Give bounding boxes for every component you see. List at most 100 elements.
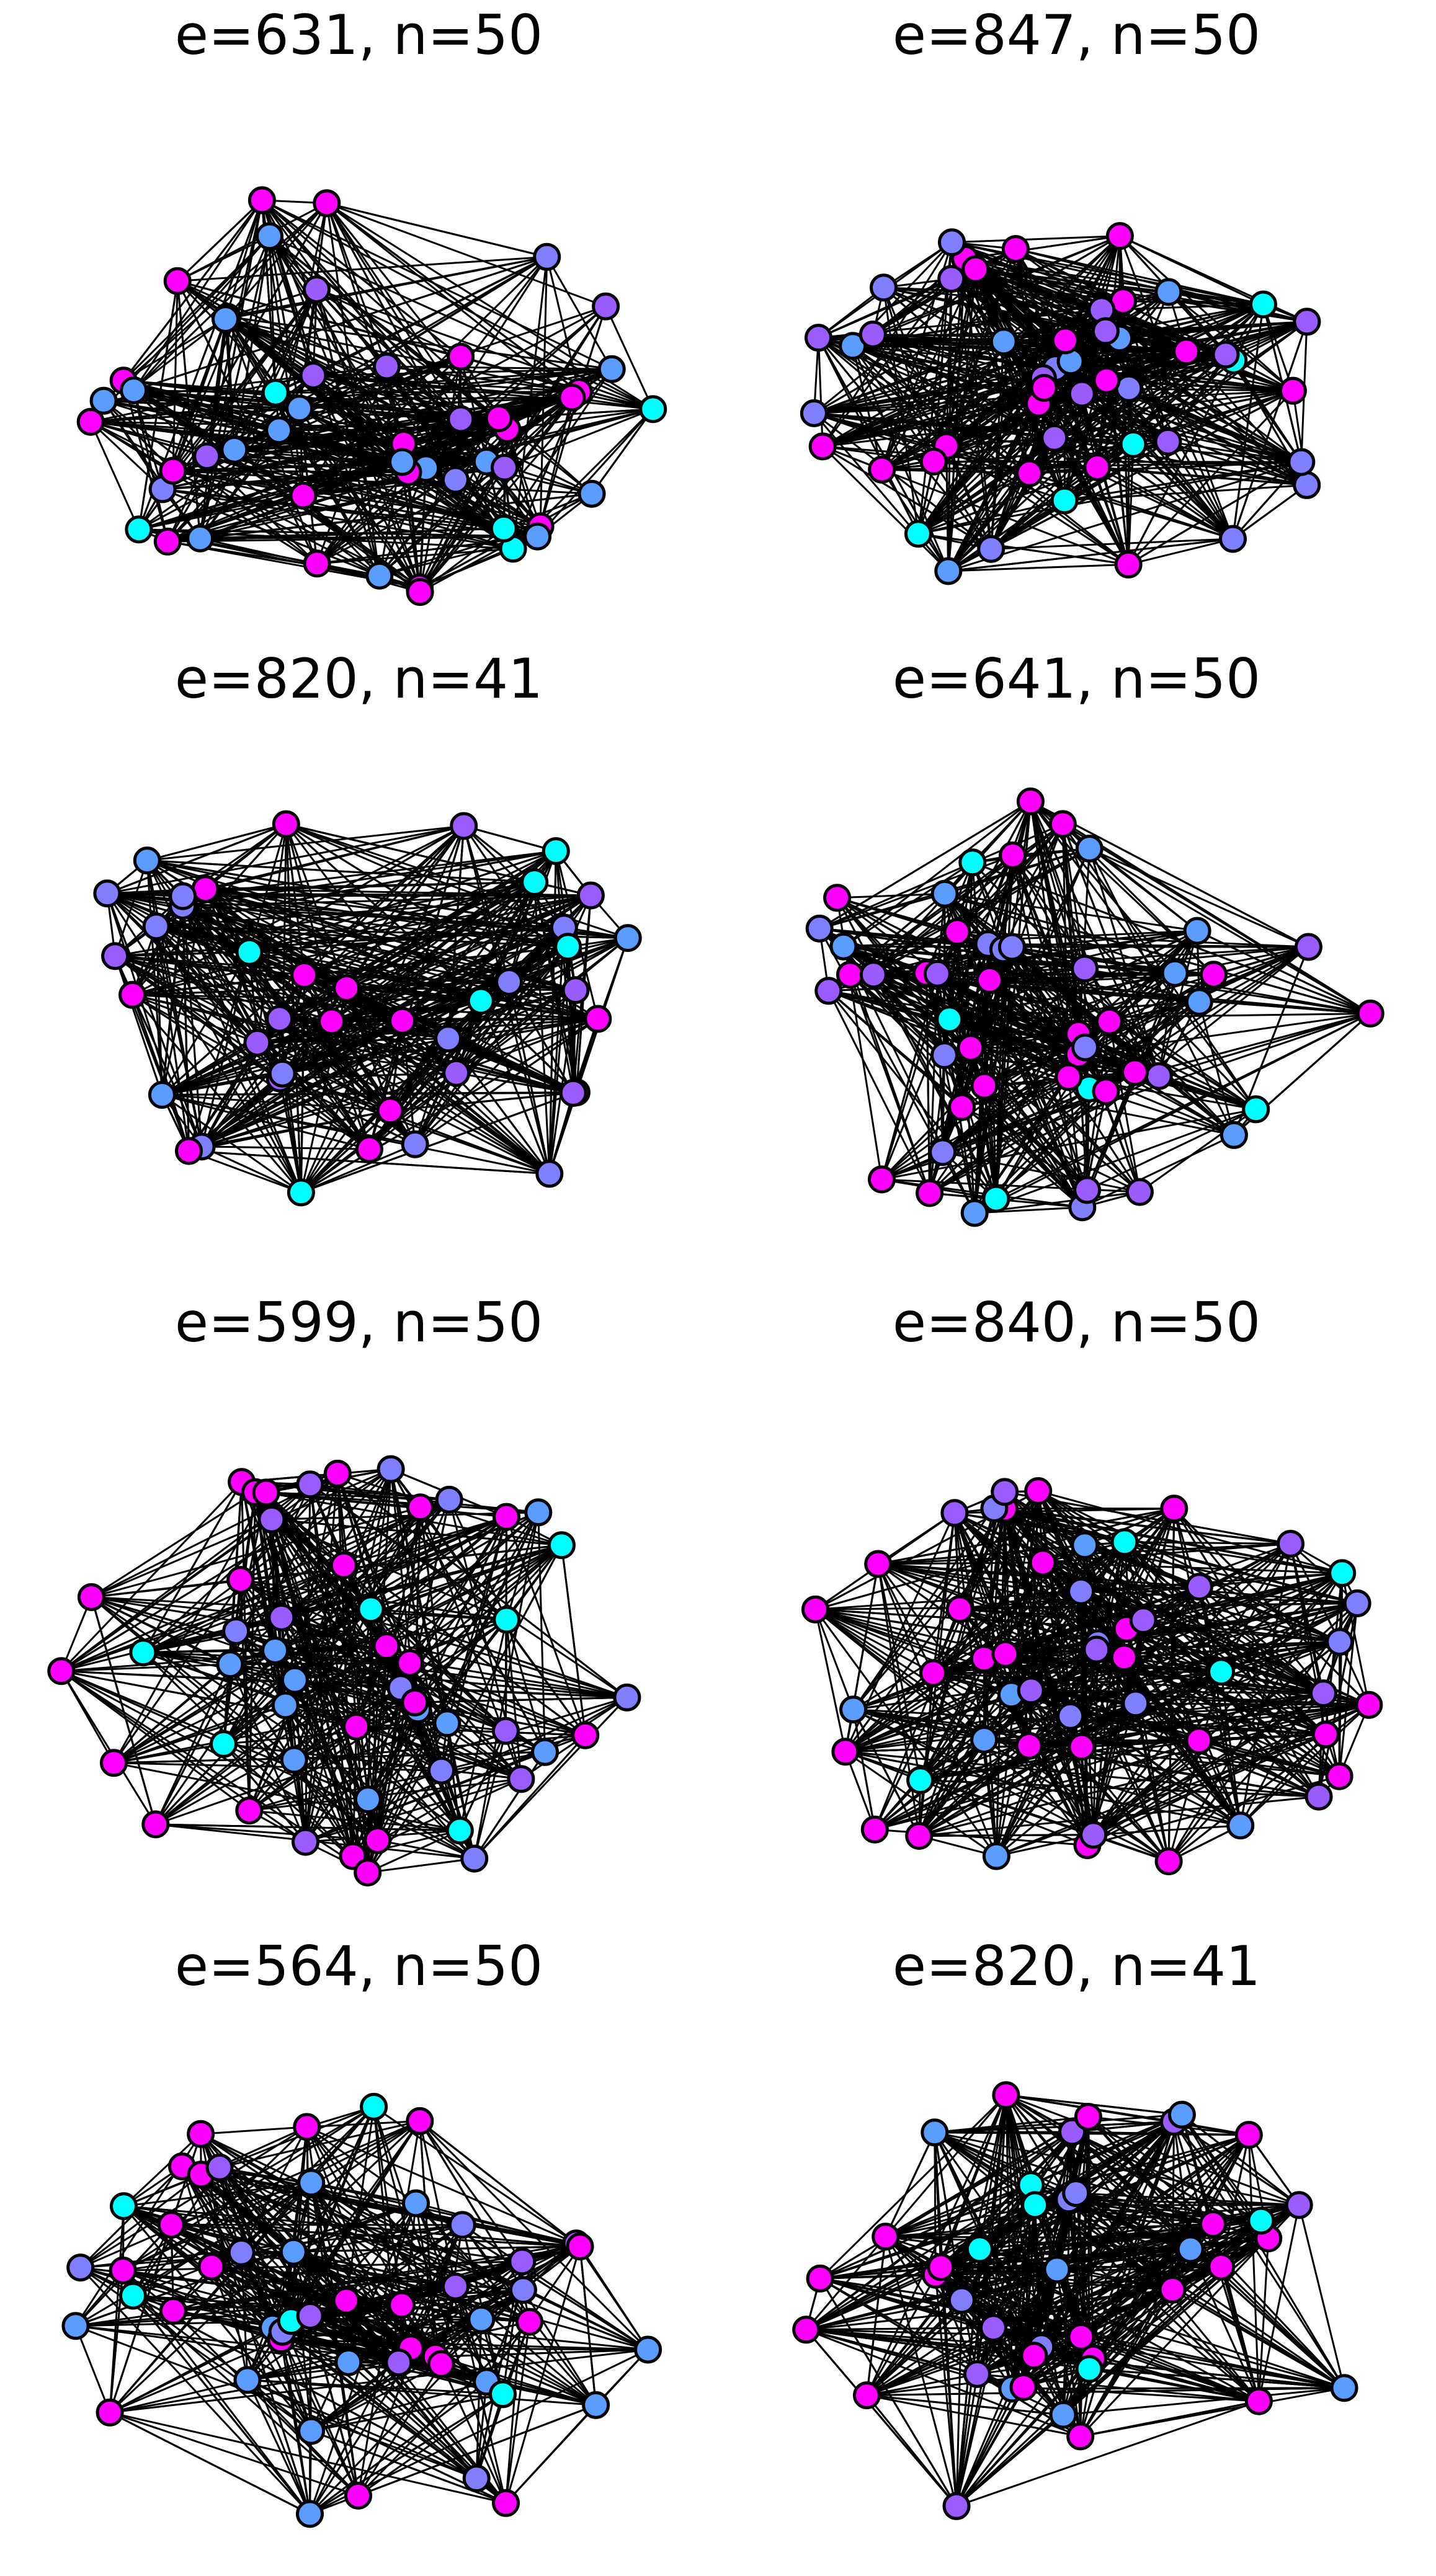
graph-node — [975, 966, 1004, 994]
graph-edge — [106, 892, 302, 1193]
graph-node — [592, 292, 620, 321]
graph-edge — [605, 306, 654, 410]
graph-edge — [1061, 824, 1089, 1190]
graph-edge — [852, 1709, 921, 1837]
graph-edge — [920, 1692, 1324, 1782]
graph-edge — [113, 1492, 267, 1764]
graph-node — [1144, 1062, 1173, 1090]
graph-node — [447, 342, 475, 371]
graph-edge — [1106, 379, 1308, 486]
graph-edge — [814, 350, 1187, 414]
graph-edge — [1128, 538, 1233, 566]
graph-edge — [1043, 303, 1264, 389]
graph-edge — [1042, 1561, 1370, 1706]
graph-edge — [972, 861, 1371, 1015]
graph-node — [406, 1493, 434, 1522]
graph-edge — [814, 1609, 847, 1752]
graph-node — [934, 557, 963, 585]
graph-node — [1219, 525, 1247, 553]
graph-edge — [1290, 1543, 1340, 1643]
graph-edge — [177, 202, 328, 282]
graph-node — [1016, 787, 1045, 815]
graph-edge — [950, 278, 1044, 379]
graph-edge — [983, 1739, 1169, 1862]
graph-panel-3 — [93, 810, 642, 1207]
graph-edge — [154, 1664, 231, 1825]
graph-node — [1055, 1063, 1083, 1091]
graph-node — [1075, 835, 1104, 863]
graph-edge — [971, 861, 1235, 1136]
graph-edge — [844, 1544, 1086, 1752]
graph-edge — [316, 466, 506, 565]
graph-edge — [932, 1672, 1030, 1747]
graph-edge — [991, 538, 1233, 550]
graph-edge — [878, 1544, 1085, 1565]
graph-edge — [473, 1730, 507, 1859]
graph-edge — [300, 981, 510, 1193]
graph-edge — [1011, 1671, 1221, 1696]
graph-edge — [1122, 300, 1234, 540]
graph-edge — [947, 259, 966, 571]
graph-node — [495, 968, 524, 996]
graph-node — [1343, 1589, 1371, 1617]
graph-edge — [878, 1563, 1144, 1622]
graph-edge — [269, 235, 654, 411]
graph-edge — [1031, 1689, 1369, 1706]
graph-node — [445, 1816, 474, 1845]
graph-edge — [537, 408, 654, 538]
graph-edge — [881, 1178, 1083, 1209]
graph-edge — [113, 1619, 507, 1764]
graph-edge — [1167, 1508, 1175, 1862]
graph-edge — [845, 1744, 1030, 1753]
graph-edge — [113, 1544, 563, 1764]
graph-edge — [91, 1596, 419, 1711]
graph-edge — [546, 256, 580, 393]
graph-edge — [90, 421, 164, 490]
graph-edge — [1088, 848, 1235, 1135]
graph-edge — [172, 469, 541, 528]
graph-edge — [1118, 236, 1234, 540]
graph-edge — [975, 268, 1123, 302]
graph-edge — [223, 1743, 522, 1780]
graph-node — [77, 1583, 105, 1611]
graph-node — [1293, 308, 1321, 336]
graph-node — [376, 1096, 404, 1125]
graph-edge — [1220, 1671, 1340, 1777]
graph-edge — [555, 851, 574, 1093]
graph-node — [1017, 1676, 1045, 1705]
graph-node — [129, 1638, 158, 1667]
graph-node — [808, 432, 837, 461]
graph-edge — [132, 993, 574, 1094]
graph-node — [226, 1566, 255, 1594]
graph-node — [559, 1078, 587, 1107]
graph-edge — [154, 1473, 339, 1825]
graph-edge — [254, 1491, 448, 1724]
graph-node — [870, 273, 898, 302]
graph-edge — [1233, 360, 1303, 463]
graph-edge — [310, 2182, 359, 2496]
graph-node — [823, 884, 852, 912]
graph-edge — [377, 1709, 419, 1841]
graph-node — [1083, 453, 1112, 481]
graph-node — [1015, 459, 1044, 487]
graph-edge — [162, 488, 514, 550]
graph-edge — [201, 850, 557, 1148]
graph-edge — [1015, 248, 1124, 302]
graph-node — [904, 520, 932, 548]
graph-edge — [106, 893, 203, 1147]
graph-node — [1293, 471, 1321, 499]
graph-edge — [995, 855, 1014, 1199]
graph-node — [441, 466, 470, 494]
graph-edge — [182, 894, 591, 897]
graph-node — [970, 1072, 999, 1100]
graph-node — [957, 1034, 985, 1062]
graph-edge — [386, 366, 457, 481]
graph-node — [1024, 1477, 1053, 1505]
graph-edge — [843, 945, 1085, 970]
graph-edge — [226, 288, 317, 318]
graph-edge — [60, 1670, 157, 1825]
graph-edge — [313, 375, 508, 430]
graph-edge — [1084, 1545, 1200, 1741]
graph-node — [1326, 1628, 1354, 1656]
graph-node — [578, 479, 606, 508]
